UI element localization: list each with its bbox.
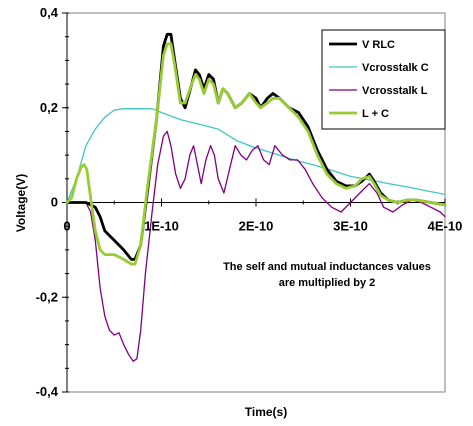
y-tick-label: 0,4 — [40, 5, 59, 20]
tick-labels: 0,4 0,2 0 -0,2 -0,4 0 1E-10 2E-10 3E-10 4E-10 — [36, 5, 463, 399]
y-tick-label: -0,2 — [36, 289, 58, 304]
legend-label: Vcrosstalk L — [362, 85, 428, 97]
x-tick-label: 2E-10 — [239, 219, 274, 234]
series-line-vcrosstalk-c — [66, 108, 446, 204]
annotation-line-2: are multiplied by 2 — [279, 277, 376, 289]
x-tick-label: 4E-10 — [428, 219, 463, 234]
annotation-line-1: The self and mutual inductances values — [223, 261, 431, 273]
series-layer — [65, 32, 447, 362]
legend-label: L + C — [362, 108, 389, 120]
x-axis-title: Time(s) — [245, 405, 287, 419]
legend: V RLC Vcrosstalk C Vcrosstalk L L + C — [321, 29, 446, 130]
x-tick-label: 0 — [63, 219, 70, 234]
legend-label: V RLC — [362, 39, 395, 51]
y-tick-label: 0,2 — [40, 100, 58, 115]
series-line-l-c — [65, 42, 447, 266]
x-tick-label: 1E-10 — [144, 219, 179, 234]
y-tick-label: -0,4 — [36, 384, 59, 399]
x-tick-label: 3E-10 — [333, 219, 368, 234]
y-tick-label: 0 — [51, 195, 58, 210]
series-line-vcrosstalk-l — [66, 130, 446, 362]
legend-label: Vcrosstalk C — [362, 62, 429, 74]
y-axis-title: Voltage(V) — [14, 174, 28, 232]
